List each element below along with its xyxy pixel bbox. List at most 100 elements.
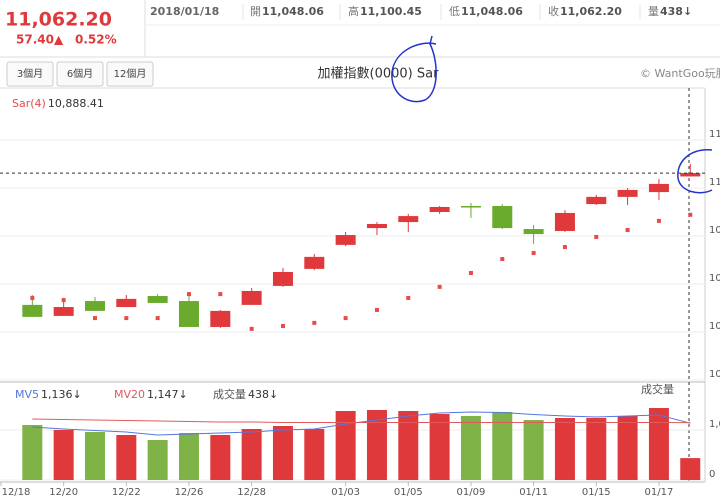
candle-body <box>523 229 544 235</box>
x-tick-label: 01/11 <box>519 487 548 498</box>
candle-body <box>210 310 231 327</box>
candle-body <box>22 304 43 317</box>
volume-bar <box>210 435 231 480</box>
range-button[interactable] <box>56 61 104 87</box>
volume-bar <box>116 435 137 480</box>
field-label: 高 <box>348 4 359 18</box>
sar-dot <box>468 270 473 275</box>
candle-body <box>617 189 638 197</box>
legend-name: Sar(4) <box>12 97 46 110</box>
candle-body <box>460 206 481 208</box>
panel-title: 成交量 <box>641 382 674 396</box>
candle-body <box>272 272 293 286</box>
sar-dot <box>594 234 599 239</box>
sar-dot <box>688 212 693 217</box>
x-tick-label: 12/26 <box>175 487 204 498</box>
sar-dot <box>155 316 160 321</box>
x-tick-label: 01/17 <box>645 487 674 498</box>
change: 57.40▲ <box>16 33 64 47</box>
volume-bar <box>617 416 638 480</box>
legend-value: 10,888.41 <box>48 97 104 110</box>
candle-body <box>304 256 325 269</box>
annotation-circle <box>677 149 713 194</box>
field-label: 收 <box>548 4 559 18</box>
x-tick-label: 12/22 <box>112 487 141 498</box>
volume-bar <box>335 411 356 480</box>
candle-body <box>586 196 607 205</box>
range-button[interactable] <box>106 61 154 87</box>
annotation-circle <box>391 35 437 103</box>
field-value: 11,062.20 <box>560 5 622 18</box>
range-button[interactable] <box>6 61 54 87</box>
sar-dot <box>625 228 630 232</box>
x-tick-label: 01/05 <box>394 487 423 498</box>
field-label: 低 <box>449 5 460 18</box>
range-button-label[interactable]: 6個月 <box>67 67 93 80</box>
volume-bar <box>586 418 607 480</box>
y-tick-label: 0 <box>709 469 715 480</box>
y-tick-label: 10,200 <box>709 369 720 380</box>
candle-body <box>554 212 575 231</box>
sar-dot <box>30 295 35 300</box>
candle-body <box>116 298 137 308</box>
volume-bar <box>680 458 701 480</box>
field-label: 量 <box>648 5 659 18</box>
sar-dot <box>437 284 442 289</box>
volume-bar <box>492 412 513 480</box>
candle-body <box>648 183 669 193</box>
volume-bar <box>648 408 669 480</box>
legend-name: MV20 <box>114 388 145 401</box>
candle-body <box>398 216 419 223</box>
volume-bar <box>84 432 105 480</box>
date: 2018/01/18 <box>150 5 219 18</box>
change-pct: 0.52% <box>75 33 117 47</box>
volume-bar <box>523 420 544 480</box>
sar-dot <box>406 295 411 300</box>
legend-value: 438↓ <box>248 388 278 401</box>
field-value: 11,048.06 <box>461 5 523 18</box>
volume-bar <box>22 425 43 480</box>
y-tick-label: 1,000 <box>709 419 720 430</box>
legend-name: 成交量 <box>213 387 246 401</box>
price: 11,062.20 <box>5 9 112 31</box>
sar-dot <box>92 316 97 321</box>
legend-value: 1,136↓ <box>41 388 82 401</box>
sar-dot <box>249 326 254 331</box>
sar-dot <box>61 298 66 303</box>
legend-value: 1,147↓ <box>147 388 188 401</box>
range-button-label[interactable]: 3個月 <box>17 67 43 80</box>
volume-bar <box>460 416 481 480</box>
candle-body <box>429 206 450 212</box>
y-tick-label: 10,400 <box>709 321 720 332</box>
y-tick-label: 10,800 <box>709 225 720 236</box>
field-value: 438↓ <box>660 5 692 18</box>
candle-body <box>53 307 74 316</box>
sar-dot <box>656 218 661 223</box>
sar-dot <box>312 320 317 325</box>
sar-dot <box>562 245 567 250</box>
sar-dot <box>374 307 379 312</box>
sar-dot <box>218 292 223 297</box>
ma-line <box>32 418 691 424</box>
field-label: 開 <box>250 5 261 18</box>
y-tick-label: 11,200 <box>709 129 720 140</box>
range-button-label[interactable]: 12個月 <box>114 67 147 80</box>
x-tick-label: 12/18 <box>2 487 31 498</box>
x-tick-label: 01/15 <box>582 487 611 498</box>
candle-body <box>241 290 262 305</box>
sar-dot <box>186 292 191 297</box>
candle-body <box>366 224 387 229</box>
x-tick-label: 12/28 <box>237 487 266 498</box>
sar-dot <box>343 316 348 321</box>
candle-body <box>680 173 701 177</box>
chart-title: 加權指數(0000) Sar <box>318 67 440 82</box>
sar-dot <box>124 316 129 321</box>
y-tick-label: 11,000 <box>709 177 720 188</box>
candle-body <box>84 301 105 311</box>
sar-dot <box>500 257 505 262</box>
copyright: © WantGoo玩股 <box>640 67 720 80</box>
candle-body <box>335 235 356 245</box>
sar-dot <box>531 251 536 256</box>
x-tick-label: 01/09 <box>457 487 486 498</box>
